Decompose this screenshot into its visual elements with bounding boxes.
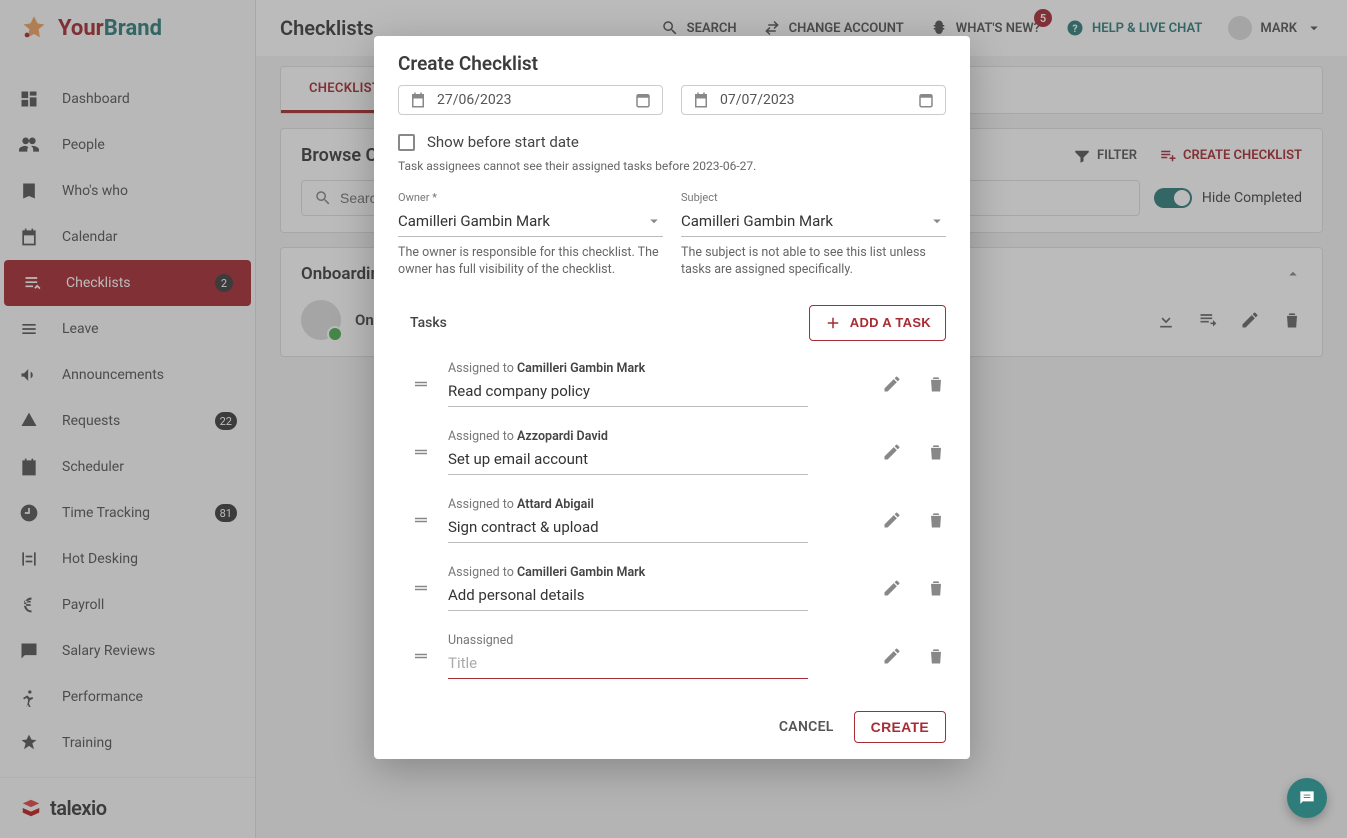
start-date-field[interactable]: 27/06/2023	[398, 85, 663, 115]
edit-icon[interactable]	[882, 578, 902, 598]
cancel-button[interactable]: CANCEL	[779, 719, 834, 735]
tasks-label: Tasks	[410, 315, 447, 331]
drag-handle-icon[interactable]	[412, 647, 430, 665]
task-assignee: Assigned to Camilleri Gambin Mark	[448, 361, 864, 376]
drag-handle-icon[interactable]	[412, 511, 430, 529]
create-button[interactable]: CREATE	[854, 711, 946, 743]
delete-icon[interactable]	[926, 442, 946, 462]
task-title-input[interactable]: Sign contract & upload	[448, 514, 808, 543]
chat-fab[interactable]	[1287, 778, 1327, 818]
task-assignee: Assigned to Attard Abigail	[448, 497, 864, 512]
plus-icon	[824, 314, 842, 332]
edit-icon[interactable]	[882, 442, 902, 462]
task-title-input[interactable]: Set up email account	[448, 446, 808, 475]
task-assignee: Assigned to Camilleri Gambin Mark	[448, 565, 864, 580]
edit-icon[interactable]	[882, 646, 902, 666]
task-row: Assigned to Camilleri Gambin Mark Add per…	[398, 551, 946, 619]
task-assignee: Assigned to Azzopardi David	[448, 429, 864, 444]
drag-handle-icon[interactable]	[412, 375, 430, 393]
edit-icon[interactable]	[882, 374, 902, 394]
task-row: Assigned to Azzopardi David Set up email …	[398, 415, 946, 483]
create-checklist-modal: Create Checklist 27/06/2023 07/07/2023 S…	[374, 36, 970, 759]
task-title-input[interactable]: Title	[448, 650, 808, 679]
owner-select[interactable]: Camilleri Gambin Mark	[398, 208, 663, 237]
task-assignee: Unassigned	[448, 633, 864, 648]
task-row: Assigned to Camilleri Gambin Mark Read co…	[398, 347, 946, 415]
end-date-field[interactable]: 07/07/2023	[681, 85, 946, 115]
chevron-down-icon	[645, 212, 663, 230]
drag-handle-icon[interactable]	[412, 579, 430, 597]
task-title-input[interactable]: Read company policy	[448, 378, 808, 407]
delete-icon[interactable]	[926, 510, 946, 530]
calendar-icon	[409, 91, 427, 109]
task-row-new: Unassigned Title	[398, 619, 946, 687]
drag-handle-icon[interactable]	[412, 443, 430, 461]
task-row: Assigned to Attard Abigail Sign contract …	[398, 483, 946, 551]
chat-icon	[1297, 788, 1317, 808]
show-before-hint: Task assignees cannot see their assigned…	[398, 159, 946, 173]
delete-icon[interactable]	[926, 646, 946, 666]
task-title-input[interactable]: Add personal details	[448, 582, 808, 611]
checkbox-icon	[398, 134, 415, 151]
subject-select[interactable]: Camilleri Gambin Mark	[681, 208, 946, 237]
subject-field: Subject Camilleri Gambin Mark The subjec…	[681, 191, 946, 279]
edit-icon[interactable]	[882, 510, 902, 530]
modal-title: Create Checklist	[374, 36, 970, 85]
calendar-open-icon	[634, 91, 652, 109]
show-before-checkbox[interactable]: Show before start date	[398, 133, 946, 151]
delete-icon[interactable]	[926, 578, 946, 598]
chevron-down-icon	[928, 212, 946, 230]
add-task-button[interactable]: ADD A TASK	[809, 305, 946, 341]
delete-icon[interactable]	[926, 374, 946, 394]
tasks-list: Assigned to Camilleri Gambin Mark Read co…	[398, 347, 946, 619]
calendar-icon	[692, 91, 710, 109]
calendar-open-icon	[917, 91, 935, 109]
owner-field: Owner * Camilleri Gambin Mark The owner …	[398, 191, 663, 279]
